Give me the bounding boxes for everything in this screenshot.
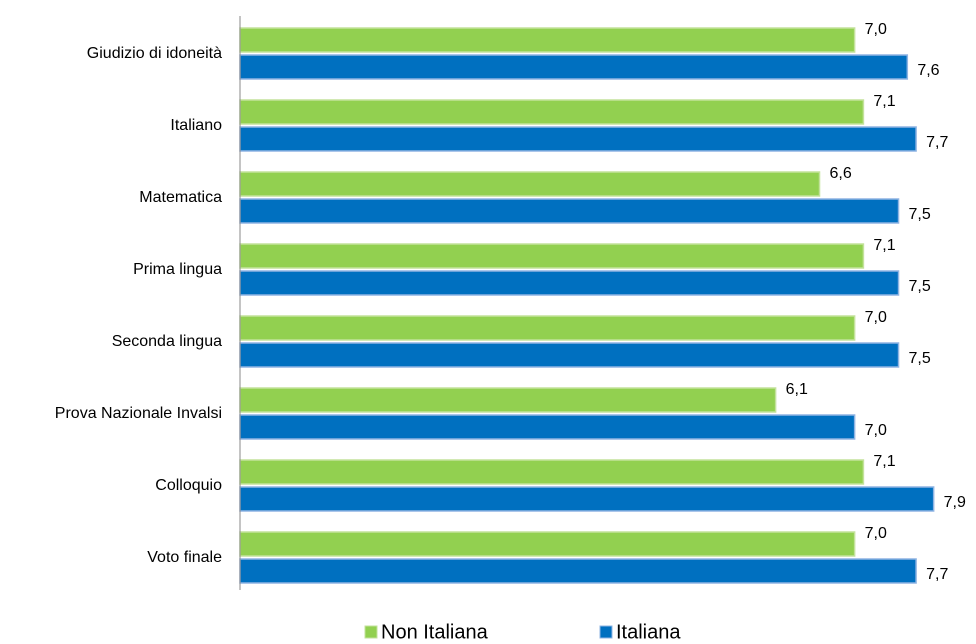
data-label: 7,0 — [865, 21, 887, 38]
bar — [239, 198, 900, 224]
data-label: 6,1 — [786, 381, 808, 398]
data-label: 7,1 — [873, 453, 895, 470]
data-label: 7,5 — [909, 278, 931, 295]
bar — [239, 99, 865, 125]
legend-label: Italiana — [616, 621, 681, 643]
bar — [239, 459, 865, 485]
data-label: 7,1 — [873, 93, 895, 110]
bar — [239, 270, 900, 296]
bar — [239, 342, 900, 368]
y-tick-label: Prima lingua — [133, 261, 222, 278]
bar — [239, 171, 821, 197]
legend-swatch — [364, 625, 378, 639]
data-label: 7,0 — [865, 309, 887, 326]
y-tick-label: Seconda lingua — [112, 333, 222, 350]
data-label: 6,6 — [830, 165, 852, 182]
bar — [239, 243, 865, 269]
data-label: 7,7 — [926, 566, 948, 583]
bar — [239, 54, 909, 80]
data-label: 7,0 — [865, 422, 887, 439]
bar — [239, 387, 777, 413]
y-tick-label: Giudizio di idoneità — [87, 45, 222, 62]
bar — [239, 486, 935, 512]
data-label: 7,5 — [909, 206, 931, 223]
y-tick-label: Prova Nazionale Invalsi — [55, 405, 222, 422]
data-label: 7,6 — [917, 62, 939, 79]
legend-label: Non Italiana — [381, 621, 489, 643]
y-tick-label: Italiano — [170, 117, 222, 134]
y-tick-label: Colloquio — [155, 477, 222, 494]
data-label: 7,7 — [926, 134, 948, 151]
bar — [239, 126, 917, 152]
bar — [239, 558, 917, 584]
y-tick-label: Voto finale — [147, 549, 222, 566]
data-label: 7,9 — [944, 494, 966, 511]
data-label: 7,1 — [873, 237, 895, 254]
data-label: 7,5 — [909, 350, 931, 367]
bar — [239, 531, 856, 557]
legend-swatch — [599, 625, 613, 639]
y-tick-label: Matematica — [139, 189, 222, 206]
bar — [239, 27, 856, 53]
data-label: 7,0 — [865, 525, 887, 542]
bar — [239, 414, 856, 440]
bar — [239, 315, 856, 341]
